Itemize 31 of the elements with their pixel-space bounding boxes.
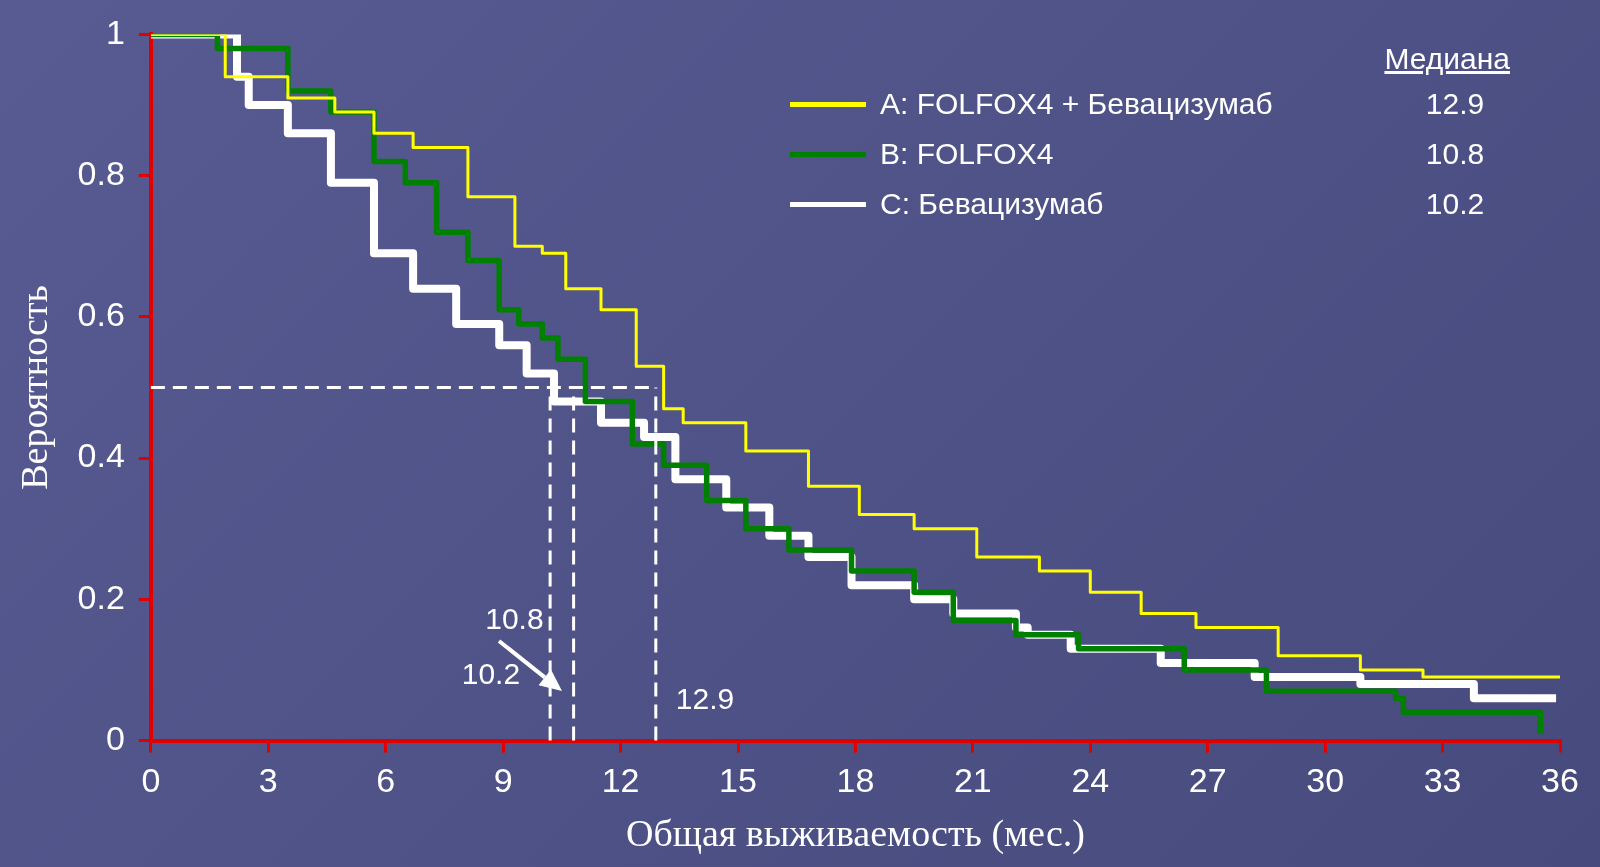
y-tick-label: 0.4 — [77, 436, 125, 475]
x-tick-label: 24 — [1071, 761, 1110, 800]
x-axis-title: Общая выживаемость (мес.) — [625, 812, 1085, 856]
legend-label: C: Бевацизумаб — [880, 187, 1105, 222]
x-tick-label: 3 — [258, 761, 278, 800]
x-tick-label: 33 — [1423, 761, 1462, 800]
x-tick-label: 21 — [953, 761, 992, 800]
y-tick-label: 0.2 — [77, 577, 125, 616]
annotation: 10.2 — [1424, 187, 1486, 222]
legend-label: A: FOLFOX4 + Бевацизумаб — [880, 87, 1274, 122]
legend-label: B: FOLFOX4 — [880, 137, 1055, 172]
annotation: 12.9 — [1424, 87, 1486, 122]
x-tick-label: 6 — [376, 761, 396, 800]
y-tick-label: 0 — [105, 718, 125, 757]
legend-title: Медиана — [1383, 41, 1510, 78]
x-tick-label: 9 — [493, 761, 513, 800]
x-tick-label: 15 — [719, 761, 757, 800]
y-tick-label: 1 — [105, 12, 125, 51]
y-axis-title: Вероятность — [12, 285, 55, 490]
ref-line-label: 10.8 — [485, 601, 544, 635]
x-tick-label: 36 — [1541, 761, 1579, 800]
ref-line-label: 12.9 — [675, 681, 735, 715]
x-tick-label: 12 — [601, 761, 640, 800]
x-tick-label: 30 — [1306, 761, 1345, 800]
y-tick-label: 0.6 — [77, 295, 125, 334]
x-tick-label: 0 — [141, 761, 161, 800]
annotation: 10.8 — [1424, 137, 1486, 172]
x-tick-label: 27 — [1188, 761, 1227, 800]
x-tick-label: 18 — [836, 761, 875, 800]
y-tick-label: 0.8 — [77, 154, 125, 193]
ref-line-label: 10.2 — [461, 656, 521, 690]
